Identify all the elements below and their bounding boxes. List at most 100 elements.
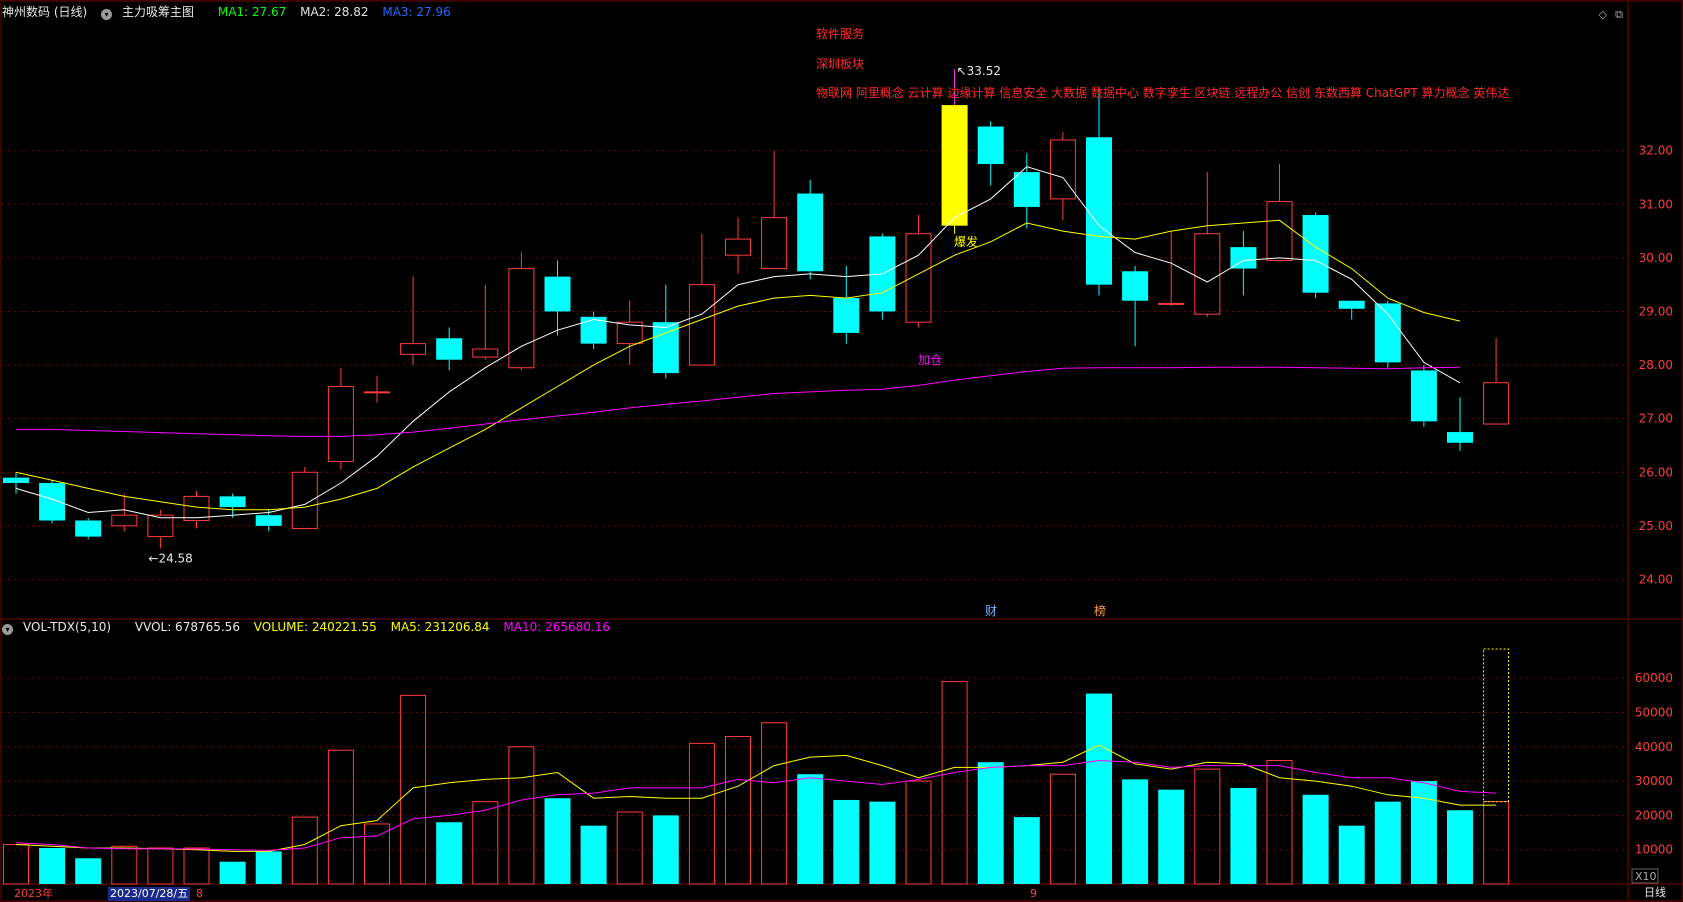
volume-bar[interactable] (977, 762, 1004, 884)
candle[interactable] (1338, 300, 1365, 309)
restore-icon[interactable]: ⧉ (1615, 8, 1623, 21)
candle[interactable] (977, 126, 1004, 165)
volume-bar[interactable] (797, 774, 824, 884)
indicator-name: 主力吸筹主图 (122, 5, 195, 19)
candle[interactable] (291, 471, 318, 530)
stock-title[interactable]: 神州数码 (日线) (2, 5, 88, 19)
volume-bar[interactable] (1230, 787, 1257, 884)
volume-indicator-selector[interactable]: ▾ VOL-TDX(5,10) (2, 620, 121, 635)
candle[interactable] (1013, 172, 1040, 207)
volume-bar[interactable] (111, 845, 138, 885)
volume-bar[interactable] (941, 681, 968, 885)
ma5-value: MA5: 231206.84 (390, 620, 490, 634)
volume-bar[interactable] (1374, 801, 1401, 884)
candle[interactable] (616, 321, 643, 345)
volume-bar[interactable] (472, 801, 499, 885)
volume-bar[interactable] (1194, 768, 1221, 885)
candle[interactable] (1447, 432, 1473, 443)
volume-bar[interactable] (364, 823, 390, 885)
candle[interactable] (472, 348, 499, 358)
footer-month-aug: 8 (196, 887, 203, 900)
period-label[interactable]: 日线 (1644, 886, 1666, 899)
volume-bar[interactable] (869, 801, 896, 884)
candle[interactable] (544, 276, 571, 312)
candle[interactable] (255, 515, 282, 526)
volume-bar[interactable] (652, 815, 679, 884)
volume-bar[interactable] (1266, 760, 1293, 885)
candle[interactable] (39, 482, 66, 521)
volume-bar[interactable] (39, 847, 66, 884)
candle[interactable] (905, 233, 932, 323)
volume-bar[interactable] (1158, 789, 1185, 884)
candle[interactable] (652, 322, 679, 374)
candle[interactable] (941, 105, 968, 226)
chevron-down-icon[interactable]: ▾ (2, 624, 13, 635)
candle[interactable] (327, 386, 354, 463)
volume-bar[interactable] (1338, 825, 1365, 884)
volume-bar[interactable] (580, 825, 607, 884)
candle[interactable] (1266, 201, 1293, 262)
candle[interactable] (219, 496, 246, 508)
volume-bar[interactable] (905, 780, 932, 885)
volume-bar[interactable] (725, 735, 751, 885)
candle[interactable] (1230, 247, 1257, 269)
chevron-down-icon[interactable]: ▾ (101, 9, 113, 20)
volume-bar[interactable] (219, 861, 246, 884)
candle[interactable] (1410, 370, 1437, 422)
candle[interactable] (508, 268, 535, 369)
volume-bar[interactable] (291, 816, 318, 885)
concept-line-2: 深圳板块 (816, 57, 864, 71)
ma2-line (15, 219, 1461, 511)
ma1-line (15, 166, 1461, 519)
volume-bar[interactable] (544, 798, 571, 884)
candle[interactable] (1086, 137, 1112, 285)
candle[interactable] (1302, 214, 1329, 293)
volume-bar[interactable] (1086, 693, 1112, 884)
volume-bar[interactable] (1447, 810, 1473, 884)
volume-bar[interactable] (1013, 817, 1040, 884)
diamond-icon[interactable]: ◇ (1598, 8, 1608, 21)
volume-bar[interactable] (761, 722, 788, 885)
candle[interactable] (1374, 303, 1401, 363)
candle[interactable] (1122, 271, 1149, 301)
candle[interactable] (1158, 302, 1185, 305)
volume-bar[interactable] (688, 742, 715, 885)
volume-bar[interactable] (3, 844, 29, 885)
candle[interactable] (688, 284, 715, 366)
volume-bar[interactable] (1483, 801, 1510, 885)
volume-bar[interactable] (508, 746, 535, 885)
volume-bar[interactable] (147, 847, 174, 885)
volume-bar[interactable] (75, 858, 102, 884)
candle[interactable] (761, 217, 788, 270)
volume-bar[interactable] (183, 847, 210, 885)
candle[interactable] (1483, 382, 1510, 425)
candle[interactable] (3, 477, 29, 483)
volume-bar[interactable] (327, 749, 354, 885)
candle[interactable] (400, 343, 427, 355)
candle[interactable] (147, 514, 174, 538)
volume-bar[interactable] (616, 811, 643, 885)
indicator-selector[interactable]: ▾ 主力吸筹主图 (101, 5, 204, 20)
candle[interactable] (725, 238, 751, 256)
candle[interactable] (75, 520, 102, 537)
candle[interactable] (364, 391, 390, 394)
concept-line-3: 物联网 阿里概念 云计算 边缘计算 信息安全 大数据 数据中心 数字孪生 区块链… (816, 85, 1509, 100)
price-tick-label: 24.00 (1639, 572, 1673, 586)
volume-bar[interactable] (1122, 779, 1149, 884)
volume-bar[interactable] (833, 799, 860, 884)
volume-bar[interactable] (400, 694, 427, 885)
candle[interactable] (436, 338, 463, 360)
candle[interactable] (833, 298, 860, 333)
candle[interactable] (1049, 139, 1076, 200)
volume-bar[interactable] (255, 851, 282, 884)
volume-bar[interactable] (436, 822, 463, 884)
volume-bar[interactable] (1049, 773, 1076, 885)
candle[interactable] (797, 193, 824, 272)
volume-bar[interactable] (1410, 781, 1437, 884)
candle[interactable] (111, 514, 138, 527)
volume-bar[interactable] (1302, 794, 1329, 884)
cai-marker: 财 (985, 604, 997, 618)
candle[interactable] (1194, 233, 1221, 315)
